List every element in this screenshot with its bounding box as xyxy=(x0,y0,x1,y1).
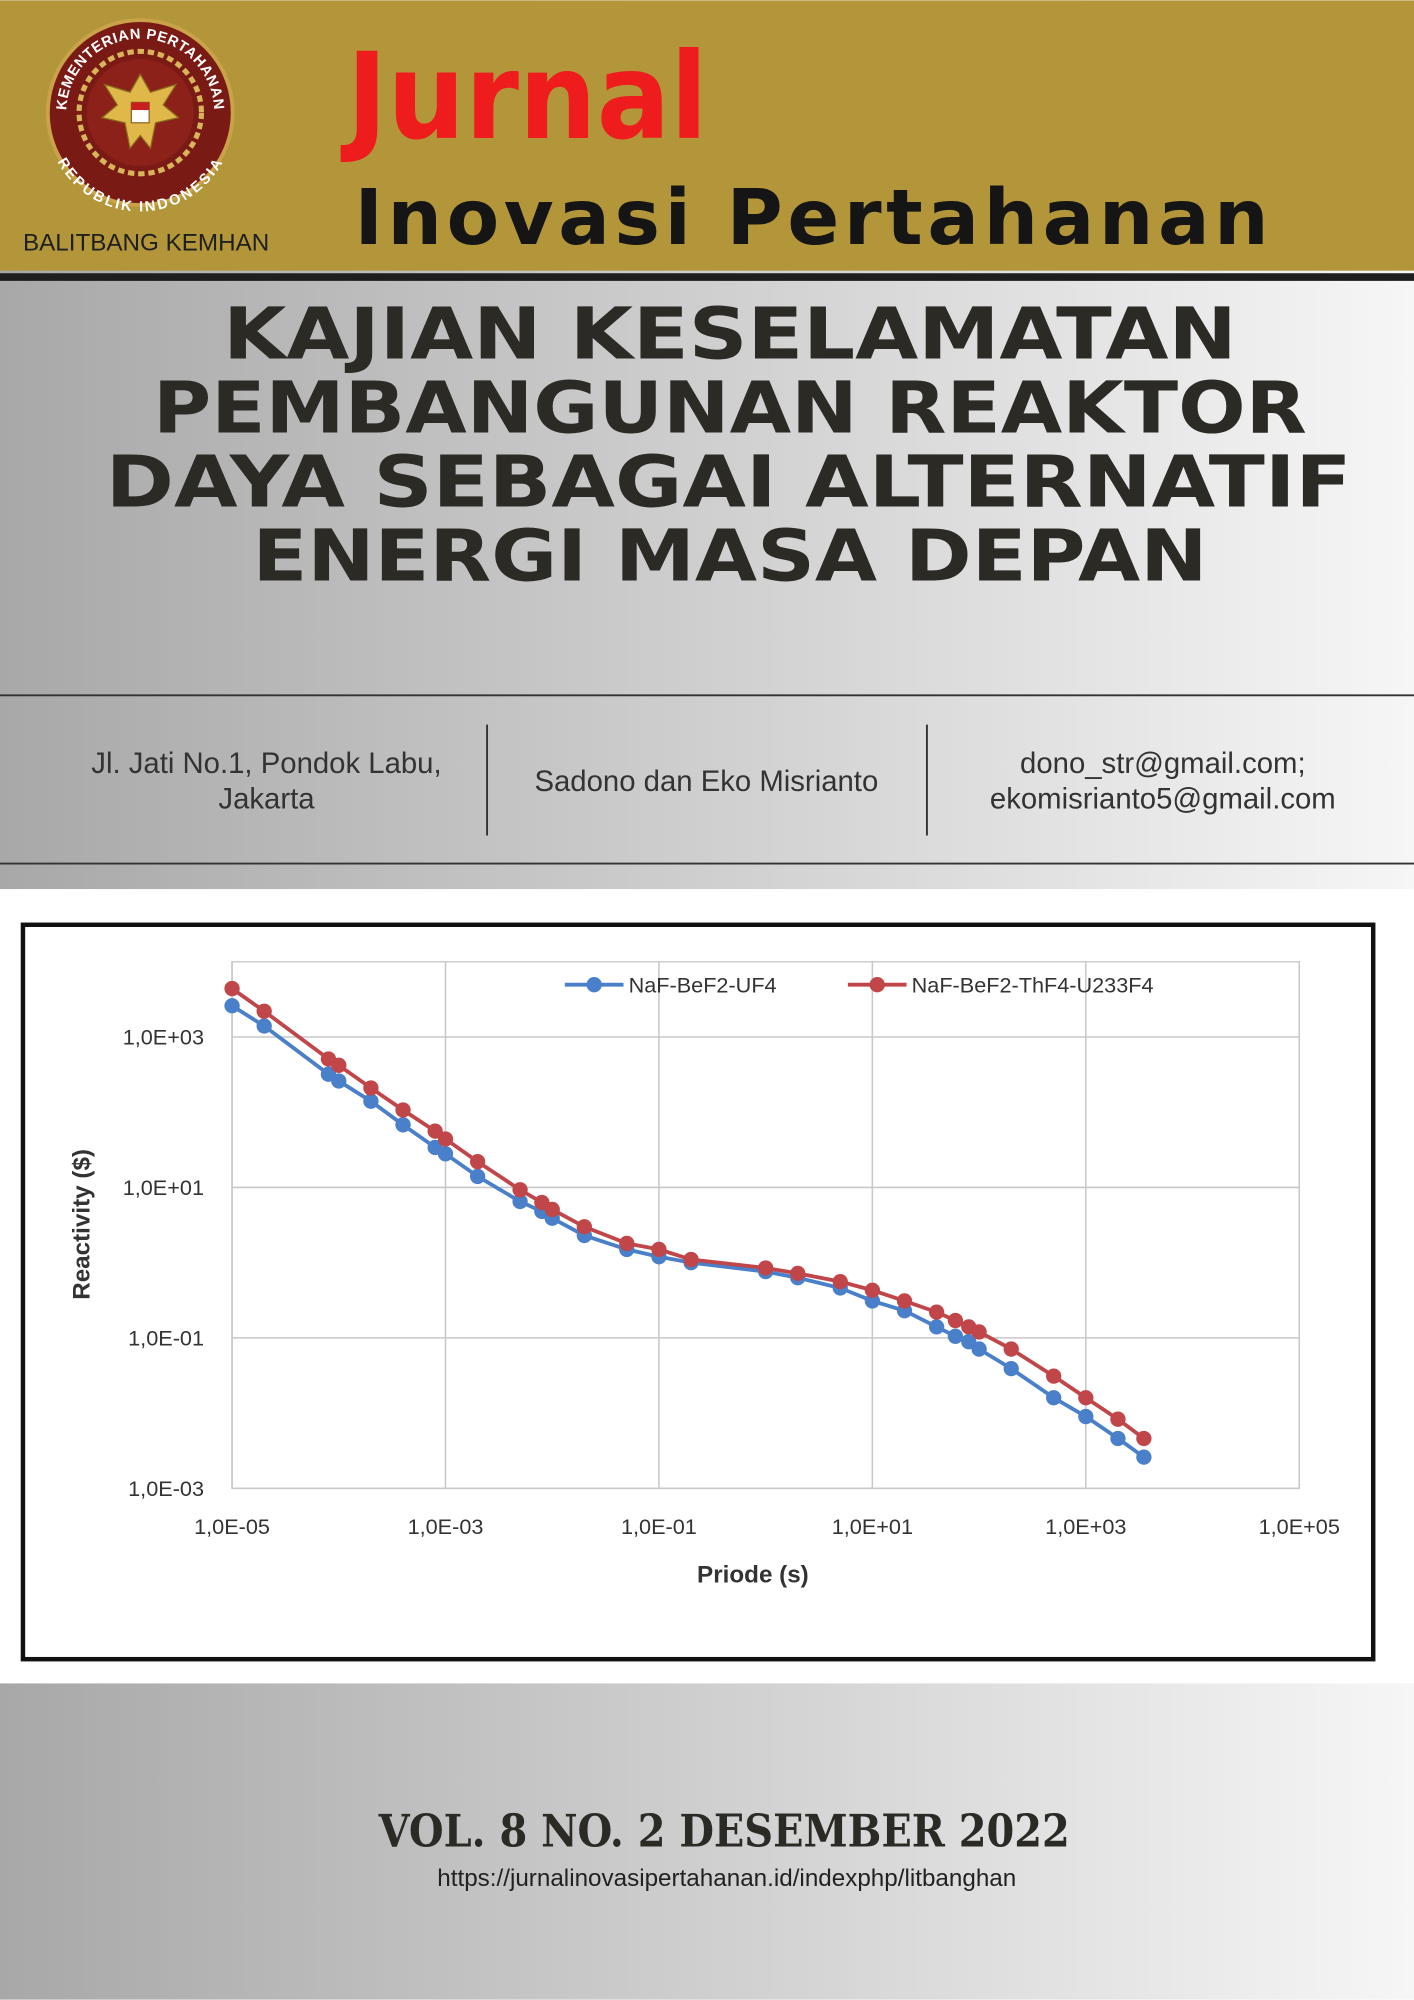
data-point xyxy=(1003,1360,1019,1377)
data-point xyxy=(544,1201,560,1218)
legend-label: NaF-BeF2-ThF4-U233F4 xyxy=(912,972,1154,997)
data-point xyxy=(864,1282,881,1298)
y-tick-label: 1,0E-01 xyxy=(128,1326,204,1351)
journal-name-2: Inovasi Pertahanan xyxy=(354,174,1268,263)
data-point xyxy=(1046,1368,1062,1384)
data-point xyxy=(437,1146,454,1162)
org-name: BALITBANG KEMHAN xyxy=(23,229,269,256)
email: dono_str@gmail.com; xyxy=(1020,747,1306,780)
data-point xyxy=(928,1319,945,1335)
x-tick-label: 1,0E-03 xyxy=(408,1514,484,1539)
header-band xyxy=(0,0,1414,271)
data-point xyxy=(832,1273,848,1290)
data-point xyxy=(971,1324,987,1340)
data-point xyxy=(331,1057,347,1073)
header-rule xyxy=(0,273,1414,281)
data-point xyxy=(971,1341,987,1357)
legend-label: NaF-BeF2-UF4 xyxy=(629,972,777,997)
data-point xyxy=(512,1182,528,1198)
y-axis-title: Reactivity ($) xyxy=(68,1149,95,1300)
address: Jl. Jati No.1, Pondok Labu, xyxy=(91,747,441,780)
data-point xyxy=(576,1219,592,1235)
data-point xyxy=(1136,1449,1152,1465)
legend-marker xyxy=(869,977,885,993)
data-point xyxy=(928,1304,945,1320)
data-point xyxy=(1110,1430,1126,1447)
emblem-chain xyxy=(76,48,205,177)
data-point xyxy=(363,1080,379,1096)
authors: Sadono dan Eko Misrianto xyxy=(534,765,878,798)
email: ekomisrianto5@gmail.com xyxy=(990,783,1336,816)
article-title: KAJIAN KESELAMATAN PEMBANGUNAN REAKTOR D… xyxy=(106,293,1352,598)
data-point xyxy=(651,1241,667,1258)
data-point xyxy=(1003,1341,1019,1357)
emblem-shield-top xyxy=(131,102,150,111)
data-point xyxy=(683,1251,699,1268)
x-tick-label: 1,0E-05 xyxy=(194,1514,270,1539)
data-point xyxy=(619,1235,635,1252)
legend-marker xyxy=(586,977,602,993)
data-point xyxy=(758,1260,774,1276)
x-tick-label: 1,0E+01 xyxy=(832,1514,913,1539)
title-line: PEMBANGUNAN REAKTOR xyxy=(153,367,1307,450)
title-line: KAJIAN KESELAMATAN xyxy=(223,293,1237,376)
data-point xyxy=(256,1018,272,1034)
x-axis-title: Priode (s) xyxy=(697,1562,809,1589)
plot-area xyxy=(231,960,1301,1490)
url: https://jurnalinovasipertahanan.id/index… xyxy=(437,1865,1016,1892)
data-point xyxy=(224,998,240,1014)
y-tick-label: 1,0E-03 xyxy=(128,1476,204,1501)
data-point xyxy=(1078,1390,1094,1406)
data-point xyxy=(427,1123,443,1139)
emblem: KEMENTERIAN PERTAHANAN REPUBLIK INDONESI… xyxy=(45,18,235,215)
data-point xyxy=(256,1003,272,1019)
title-line: ENERGI MASA DEPAN xyxy=(252,515,1207,598)
data-point xyxy=(864,1293,881,1309)
y-tick-label: 1,0E+03 xyxy=(123,1025,204,1050)
title-line: DAYA SEBAGAI ALTERNATIF xyxy=(106,441,1352,524)
data-point xyxy=(512,1193,528,1210)
chart: 1,0E-03 1,0E-01 1,0E+01 1,0E+03 1,0E-05 1,0E-… xyxy=(68,960,1340,1589)
data-point xyxy=(1046,1390,1062,1406)
data-point xyxy=(1078,1408,1094,1425)
x-tick-label: 1,0E-01 xyxy=(621,1514,697,1539)
data-point xyxy=(363,1093,379,1109)
data-point xyxy=(790,1265,806,1282)
data-point xyxy=(395,1117,411,1133)
x-tick-label: 1,0E+05 xyxy=(1259,1514,1340,1539)
address: Jakarta xyxy=(218,783,315,816)
data-point xyxy=(1110,1411,1126,1427)
x-tick-label: 1,0E+03 xyxy=(1045,1514,1126,1539)
data-point xyxy=(331,1073,347,1089)
data-point xyxy=(469,1154,486,1170)
data-point xyxy=(947,1328,964,1344)
data-point xyxy=(437,1131,454,1147)
data-point xyxy=(947,1312,964,1329)
journal-name-1: Jurnal xyxy=(340,28,707,167)
volume: VOL. 8 NO. 2 DESEMBER 2022 xyxy=(378,1805,1070,1858)
data-point xyxy=(896,1293,913,1309)
article-info: Jl. Jati No.1, Pondok Labu, Jakarta Sado… xyxy=(91,747,1335,816)
data-point xyxy=(224,980,240,997)
data-point xyxy=(395,1102,411,1118)
y-tick-label: 1,0E+01 xyxy=(123,1175,204,1200)
data-point xyxy=(469,1168,486,1185)
data-point xyxy=(1136,1430,1152,1447)
